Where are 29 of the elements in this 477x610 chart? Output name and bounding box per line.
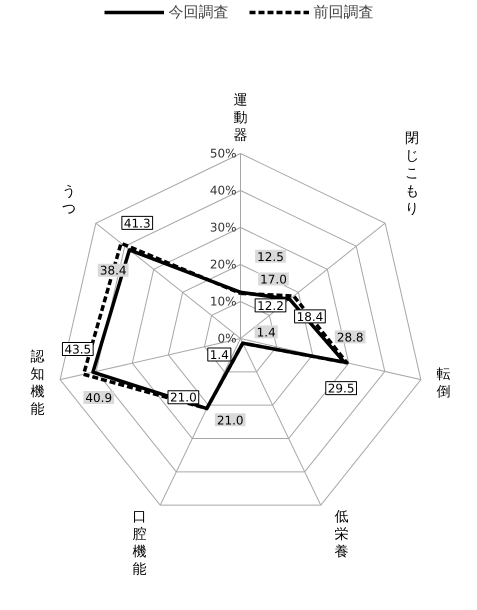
spoke-label: うつ: [62, 183, 76, 217]
y-tick-label: 30%: [210, 220, 236, 234]
legend-label: 前回調査: [314, 2, 374, 22]
data-label: 1.4: [210, 348, 229, 362]
y-tick-label: 40%: [210, 184, 236, 198]
y-tick-label: 20%: [210, 258, 236, 272]
spoke-label: 閉じこもり: [404, 130, 419, 217]
spoke-label: 口腔機能: [132, 508, 146, 578]
y-tick-label: 50%: [210, 146, 236, 160]
spoke-label: 認知機能: [30, 348, 45, 418]
data-label: 12.2: [257, 298, 284, 313]
y-tick-label: 10%: [210, 294, 236, 308]
data-label: 40.9: [85, 391, 112, 406]
data-label: 17.0: [260, 272, 287, 286]
legend-label: 今回調査: [168, 2, 228, 22]
spoke-label: 転倒: [436, 366, 450, 400]
y-tick-label: 0%: [217, 332, 237, 346]
spoke-label: 運動器: [234, 92, 248, 144]
data-label: 41.3: [124, 216, 151, 230]
data-label: 28.8: [336, 330, 364, 344]
data-label: 12.5: [257, 250, 284, 264]
spoke-label: 低栄養: [334, 508, 349, 560]
data-label: 43.5: [64, 342, 92, 356]
data-label: 21.0: [170, 390, 197, 405]
data-label: 29.5: [328, 382, 354, 396]
data-label: 38.4: [100, 264, 127, 278]
data-label: 21.0: [216, 413, 244, 428]
data-label: 18.4: [296, 310, 324, 324]
data-label: 1.4: [256, 325, 276, 340]
